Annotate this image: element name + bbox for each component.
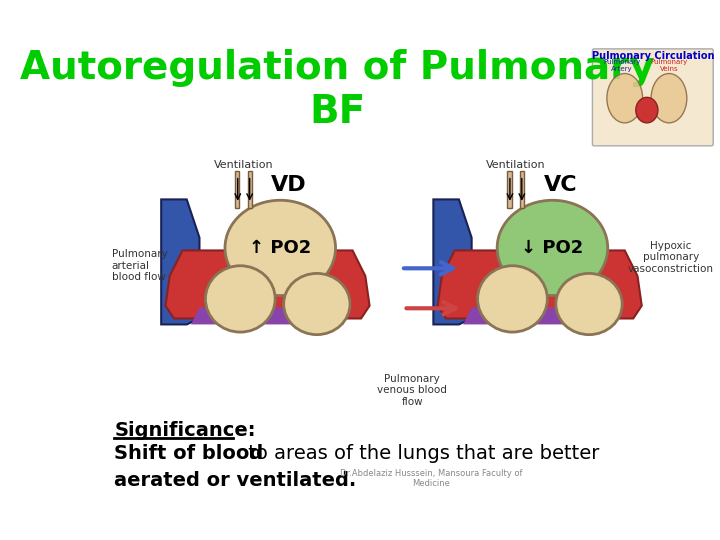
Text: BF: BF [309, 93, 365, 131]
Polygon shape [235, 171, 240, 208]
Polygon shape [463, 307, 616, 325]
Text: Ventilation: Ventilation [214, 160, 274, 171]
Polygon shape [438, 251, 642, 319]
Ellipse shape [477, 266, 547, 332]
Text: Pulmonary
Artery: Pulmonary Artery [603, 59, 641, 72]
FancyBboxPatch shape [593, 49, 714, 146]
Text: ↓ PO2: ↓ PO2 [521, 239, 584, 257]
Ellipse shape [556, 273, 622, 335]
Text: Shift of blood: Shift of blood [114, 443, 264, 462]
Text: Hypoxic
pulmonary
vasoconstriction: Hypoxic pulmonary vasoconstriction [628, 241, 714, 274]
Polygon shape [433, 199, 472, 325]
Polygon shape [191, 307, 344, 325]
Ellipse shape [636, 97, 658, 123]
Polygon shape [166, 251, 369, 319]
Ellipse shape [205, 266, 275, 332]
Polygon shape [248, 171, 252, 208]
Polygon shape [161, 199, 199, 325]
Ellipse shape [651, 73, 687, 123]
Text: VC: VC [544, 175, 577, 195]
Text: Dr.Abdelaziz Husssein, Mansoura Faculty of
Medicine: Dr.Abdelaziz Husssein, Mansoura Faculty … [340, 469, 522, 488]
Text: Autoregulation of Pulmonary: Autoregulation of Pulmonary [20, 49, 654, 87]
Text: VD: VD [271, 175, 307, 195]
Text: Pulmonary
arterial
blood flow: Pulmonary arterial blood flow [112, 249, 168, 282]
Ellipse shape [497, 200, 608, 295]
Text: Pulmonary
Veins: Pulmonary Veins [650, 59, 688, 72]
Polygon shape [508, 171, 512, 208]
Text: aerated or ventilated.: aerated or ventilated. [114, 471, 356, 490]
Text: Significance:: Significance: [114, 421, 256, 441]
Text: Pulmonary
venous blood
flow: Pulmonary venous blood flow [377, 374, 447, 407]
Ellipse shape [607, 73, 643, 123]
Ellipse shape [225, 200, 336, 295]
Text: ↑ PO2: ↑ PO2 [249, 239, 311, 257]
Ellipse shape [284, 273, 350, 335]
Polygon shape [520, 171, 524, 208]
Text: to areas of the lungs that are better: to areas of the lungs that are better [242, 443, 599, 462]
Text: Ventilation: Ventilation [486, 160, 546, 171]
Text: Pulmonary Circulation: Pulmonary Circulation [592, 51, 714, 62]
